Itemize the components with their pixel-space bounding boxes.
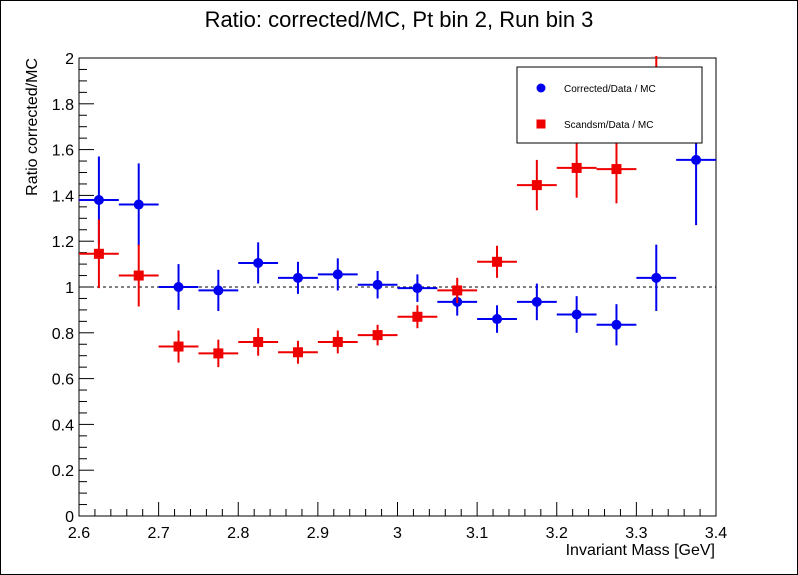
data-point	[133, 270, 144, 281]
x-tick-label: 3.3	[625, 525, 647, 542]
legend-box	[516, 66, 703, 144]
data-point	[531, 296, 542, 307]
legend-label: Scandsm/Data / MC	[564, 120, 653, 131]
legend-label: Corrected/Data / MC	[564, 84, 656, 95]
y-tick-label: 0.4	[52, 417, 74, 434]
data-point	[611, 164, 622, 175]
data-point	[571, 309, 582, 320]
data-point	[372, 330, 383, 341]
data-point	[253, 336, 264, 347]
y-tick-label: 0	[65, 509, 74, 526]
x-tick-label: 2.9	[307, 525, 329, 542]
data-point	[213, 348, 224, 359]
data-point	[531, 180, 542, 191]
data-point	[492, 314, 503, 325]
y-tick-label: 0.8	[52, 326, 74, 343]
data-series-group	[79, 56, 716, 368]
y-tick-label: 0.6	[52, 372, 74, 389]
y-tick-label: 1.6	[52, 143, 74, 160]
x-tick-label: 2.8	[227, 525, 249, 542]
data-point	[332, 336, 343, 347]
chart-title: Ratio: corrected/MC, Pt bin 2, Run bin 3	[205, 7, 594, 32]
data-point	[93, 248, 104, 259]
x-tick-label: 3.1	[466, 525, 488, 542]
y-tick-label: 1.4	[52, 188, 74, 205]
y-tick-label: 1.8	[52, 97, 74, 114]
data-point	[332, 269, 343, 280]
x-tick-label: 2.7	[148, 525, 170, 542]
data-point	[253, 257, 264, 268]
data-point	[691, 154, 702, 165]
y-tick-label: 1.2	[52, 234, 74, 251]
data-point	[292, 347, 303, 358]
series-scandsm	[79, 56, 662, 368]
data-point	[452, 285, 463, 296]
data-point	[651, 56, 662, 57]
data-point	[571, 162, 582, 173]
data-point	[213, 285, 224, 296]
legend-marker	[536, 119, 546, 129]
data-point	[372, 279, 383, 290]
x-tick-label: 3.2	[546, 525, 568, 542]
data-point	[651, 272, 662, 283]
data-point	[173, 282, 184, 292]
legend-marker	[536, 83, 546, 93]
series-corrected	[79, 94, 716, 346]
y-axis-label: Ratio corrected/MC	[24, 58, 41, 196]
x-tick-label: 3.4	[705, 525, 727, 542]
x-tick-label: 2.6	[68, 525, 90, 542]
data-point	[292, 272, 303, 283]
series-clip-area	[79, 56, 716, 368]
data-point	[93, 194, 104, 205]
data-point	[412, 283, 423, 294]
x-tick-label: 3	[393, 525, 402, 542]
y-tick-label: 1	[65, 280, 74, 297]
data-point	[492, 256, 503, 267]
data-point	[173, 341, 184, 352]
y-tick-label: 0.2	[52, 463, 74, 480]
data-point	[133, 199, 144, 210]
y-tick-label: 2	[65, 51, 74, 68]
data-point	[412, 311, 423, 322]
x-axis-label: Invariant Mass [GeV]	[566, 542, 715, 559]
data-point	[611, 319, 622, 330]
legend: Corrected/Data / MC Scandsm/Data / MC	[516, 66, 703, 144]
